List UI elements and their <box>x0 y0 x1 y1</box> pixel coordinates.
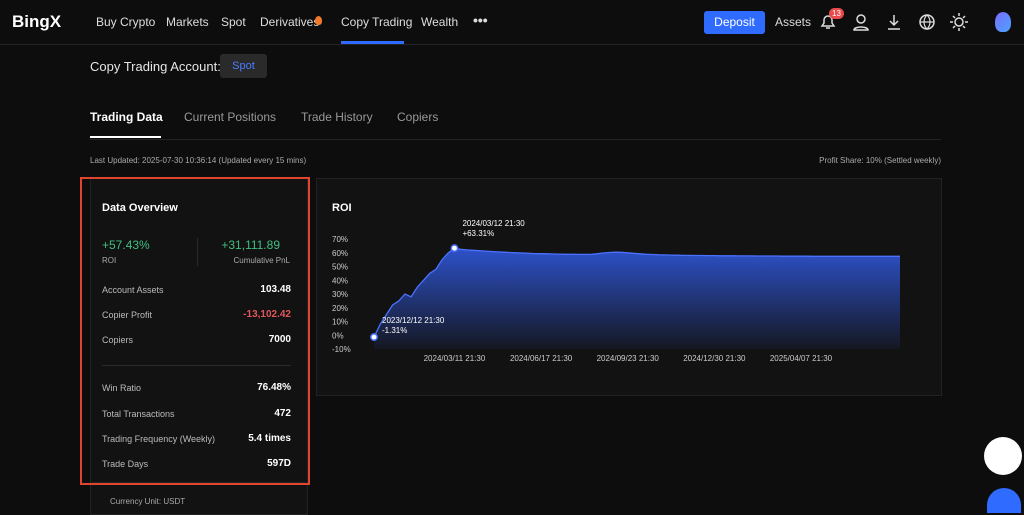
nav-item[interactable]: Copy Trading <box>341 15 413 29</box>
roi-value: +57.43% <box>102 238 150 252</box>
tab[interactable]: Trade History <box>301 110 373 124</box>
theme-icon[interactable] <box>949 12 969 32</box>
bell-icon[interactable] <box>818 12 838 32</box>
x-tick-label: 2024/06/17 21:30 <box>510 354 573 363</box>
nav-item[interactable]: Wealth <box>421 15 459 29</box>
annotation-date: 2023/12/12 21:30 <box>382 316 445 325</box>
more-icon[interactable]: ••• <box>473 12 488 28</box>
annotation-date: 2024/03/12 21:30 <box>462 219 525 228</box>
row-label: Copier Profit <box>102 310 153 320</box>
y-tick-label: 60% <box>332 249 348 258</box>
avatar[interactable] <box>995 12 1011 32</box>
divider <box>197 238 198 266</box>
y-tick-label: 10% <box>332 318 348 327</box>
download-icon[interactable] <box>884 12 904 32</box>
divider <box>90 139 941 140</box>
nav-item[interactable]: Spot <box>221 15 246 29</box>
pnl-value: +31,111.89 <box>221 238 280 252</box>
y-tick-label: 0% <box>332 331 344 340</box>
fire-icon <box>315 16 322 25</box>
logo[interactable]: BingX <box>12 12 62 31</box>
nav-underline <box>341 41 404 44</box>
overview-card <box>90 178 308 515</box>
x-tick-label: 2025/04/07 21:30 <box>770 354 833 363</box>
row-label: Copiers <box>102 335 134 345</box>
area <box>374 248 900 349</box>
y-tick-label: -10% <box>332 345 351 354</box>
y-tick-label: 20% <box>332 304 348 313</box>
pnl-label: Cumulative PnL <box>233 256 290 265</box>
row-value: 7000 <box>268 334 291 345</box>
tab[interactable]: Trading Data <box>90 110 163 124</box>
y-tick-label: 50% <box>332 263 348 272</box>
roi-label: ROI <box>102 256 117 265</box>
divider <box>90 482 306 483</box>
header: BingX Buy Crypto Markets Spot Derivative… <box>0 0 1024 45</box>
row-label: Trading Frequency (Weekly) <box>102 434 216 444</box>
row-value: 103.48 <box>260 284 291 295</box>
y-tick-label: 30% <box>332 290 348 299</box>
row-value: -13,102.42 <box>243 309 291 320</box>
currency-unit: Currency Unit: USDT <box>110 497 186 506</box>
line <box>373 247 900 338</box>
user-icon[interactable] <box>851 12 871 32</box>
assets-link[interactable]: Assets <box>775 15 812 29</box>
deposit-button[interactable]: Deposit <box>704 11 765 34</box>
language-icon[interactable] <box>917 12 937 32</box>
point-marker <box>370 333 378 342</box>
nav-item[interactable]: Derivatives <box>260 15 320 29</box>
last-updated: Last Updated: 2025-07-30 10:36:14 (Updat… <box>90 156 307 165</box>
y-tick-label: 70% <box>332 235 348 244</box>
row-label: Trade Days <box>102 459 149 469</box>
y-tick-label: 40% <box>332 276 348 285</box>
chat-button[interactable] <box>987 488 1021 513</box>
chart-title: ROI <box>332 202 352 214</box>
highlight-box <box>80 177 310 485</box>
support-button[interactable] <box>984 437 1022 475</box>
row-value: 76.48% <box>257 382 291 393</box>
tab[interactable]: Copiers <box>397 110 439 124</box>
nav-item[interactable]: Markets <box>166 15 209 29</box>
annotation-value: -1.31% <box>382 326 407 335</box>
row-value: 597D <box>267 458 291 469</box>
point-marker <box>450 244 459 253</box>
divider <box>102 365 291 366</box>
row-label: Win Ratio <box>102 383 142 393</box>
notification-badge: 13 <box>829 8 844 19</box>
annotation-value: +63.31% <box>462 229 494 238</box>
nav-item[interactable]: Buy Crypto <box>96 15 156 29</box>
profit-share: Profit Share: 10% (Settled weekly) <box>819 156 941 165</box>
x-tick-label: 2024/12/30 21:30 <box>683 354 746 363</box>
row-value: 472 <box>274 408 291 419</box>
row-label: Account Assets <box>102 285 164 295</box>
x-tick-label: 2024/09/23 21:30 <box>597 354 660 363</box>
roi-chart: 70% 60% 50% 40% 30% 20% 10% 0% -10% 2024/03/11 21… <box>332 219 900 363</box>
row-label: Total Transactions <box>102 409 175 419</box>
tab-underline <box>90 136 161 138</box>
account-chip[interactable]: Spot <box>220 54 267 78</box>
overview-title: Data Overview <box>102 202 178 214</box>
account-label: Copy Trading Account: <box>90 59 221 74</box>
x-tick-label: 2024/03/11 21:30 <box>424 354 486 363</box>
tab[interactable]: Current Positions <box>184 110 277 124</box>
row-value: 5.4 times <box>248 433 291 444</box>
